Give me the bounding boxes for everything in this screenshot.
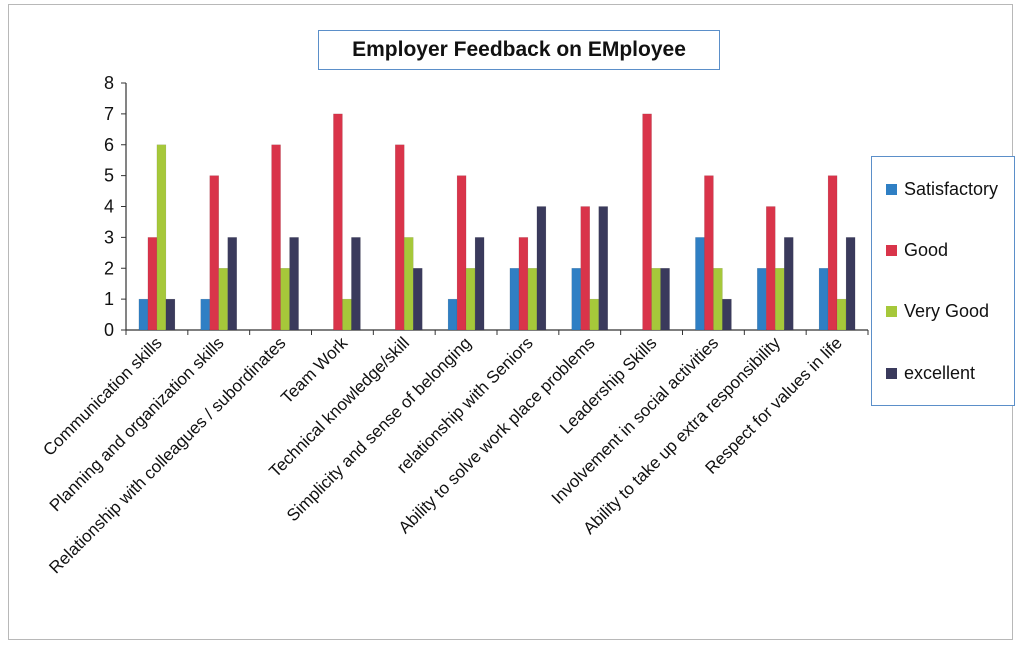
bar-good (704, 175, 714, 331)
bar-very-good (280, 268, 290, 331)
legend-label-good: Good (904, 240, 949, 260)
bar-very-good (589, 298, 599, 331)
legend-label-very-good: Very Good (904, 301, 990, 321)
bar-excellent (227, 237, 237, 331)
y-tick-label: 0 (104, 320, 114, 340)
bar-good (271, 144, 281, 331)
legend-item-good: Good (886, 240, 948, 261)
y-tick-label: 1 (104, 289, 114, 309)
bar-good (147, 237, 158, 331)
bar-good (642, 113, 652, 331)
bar-good (518, 237, 529, 331)
bar-good (766, 206, 776, 331)
bar-excellent (413, 268, 423, 331)
bar-very-good (218, 268, 228, 331)
bar-very-good (404, 237, 414, 331)
bar-excellent (289, 237, 299, 331)
bar-excellent (784, 237, 794, 331)
x-category-label: Relationship with colleagues / subordina… (45, 333, 289, 577)
y-tick-label: 6 (104, 135, 114, 155)
legend-swatch-satisfactory (886, 184, 897, 195)
legend-label-satisfactory: Satisfactory (904, 179, 999, 199)
bar-very-good (651, 268, 661, 331)
bar-very-good (465, 268, 476, 331)
chart-axes (125, 83, 869, 335)
bar-excellent (845, 237, 856, 331)
bar-very-good (342, 298, 352, 331)
bar-satisfactory (757, 268, 767, 331)
legend-item-excellent: excellent (886, 363, 975, 384)
bar-satisfactory (695, 237, 705, 331)
bar-very-good (527, 268, 538, 331)
bar-excellent (351, 237, 361, 331)
bar-very-good (156, 144, 167, 331)
legend-swatch-very-good (886, 306, 897, 317)
bar-very-good (836, 298, 847, 331)
chart-title-box: Employer Feedback on EMployee (318, 30, 720, 70)
bar-good (456, 175, 467, 331)
y-tick-label: 7 (104, 104, 114, 124)
y-tick-label: 5 (104, 166, 114, 186)
bar-excellent (722, 298, 732, 331)
bar-good (827, 175, 838, 331)
y-tick-label: 4 (104, 197, 114, 217)
legend-item-satisfactory: Satisfactory (886, 179, 998, 200)
y-axis-ticks: 0 1 2 3 4 5 6 7 8 (104, 73, 126, 340)
bar-very-good (775, 268, 785, 331)
y-tick-label: 2 (104, 258, 114, 278)
chart-legend: Satisfactory Good Very Good excellent (871, 156, 1015, 406)
legend-item-very-good: Very Good (886, 301, 989, 322)
bar-satisfactory (138, 298, 149, 331)
bar-excellent (598, 206, 608, 331)
legend-swatch-good (886, 245, 897, 256)
bar-good (333, 113, 343, 331)
legend-label-excellent: excellent (904, 363, 976, 383)
chart-bars (138, 113, 856, 331)
bar-satisfactory (200, 298, 210, 331)
y-tick-label: 3 (104, 227, 114, 247)
bar-good (209, 175, 219, 331)
chart-title: Employer Feedback on EMployee (352, 38, 686, 61)
bar-satisfactory (509, 268, 520, 331)
bar-satisfactory (571, 268, 581, 331)
bar-excellent (474, 237, 485, 331)
bar-excellent (165, 298, 176, 331)
bar-satisfactory (818, 268, 829, 331)
bar-good (395, 144, 405, 331)
bar-good (580, 206, 590, 331)
bar-excellent (660, 268, 670, 331)
legend-swatch-excellent (886, 368, 897, 379)
bar-satisfactory (447, 298, 458, 331)
x-category-label: Communication skills (39, 333, 165, 459)
y-tick-label: 8 (104, 73, 114, 93)
bar-excellent (536, 206, 547, 331)
bar-very-good (713, 268, 723, 331)
